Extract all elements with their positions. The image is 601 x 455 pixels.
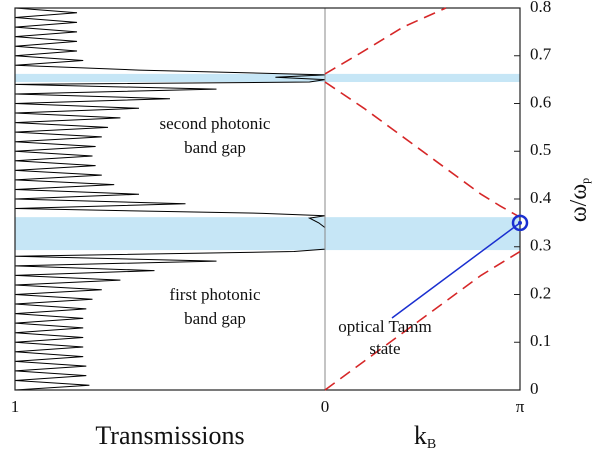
annotation: band gap [184, 138, 246, 157]
band-gap [15, 217, 520, 251]
y-tick-label: 0.8 [530, 0, 551, 16]
band-gap [15, 73, 520, 83]
y-tick-label: 0.2 [530, 283, 551, 302]
y-label-sub: p [578, 178, 592, 184]
y-tick-label: 0.5 [530, 140, 551, 159]
x-tick-label: π [516, 397, 525, 416]
band-line [324, 81, 521, 218]
annotation: second photonic [160, 114, 271, 133]
transmission-line [14, 7, 326, 391]
y-tick-label: 0.1 [530, 331, 551, 350]
annotation: optical Tamm [338, 317, 431, 336]
y-tick-label: 0.6 [530, 92, 551, 111]
y-axis-label: ω/ωp [566, 178, 592, 222]
y-tick-label: 0.4 [530, 188, 552, 207]
band-line [324, 250, 521, 391]
x-axis-label: kB [414, 421, 436, 452]
x-label-sub: B [427, 437, 436, 452]
tamm-marker [511, 214, 529, 232]
x-tick-label: 1 [11, 397, 20, 416]
annotation-pointer [391, 222, 521, 319]
x-axis-label: Transmissions [95, 421, 244, 450]
y-tick-label: 0 [530, 379, 539, 398]
y-label-main: ω/ω [566, 184, 592, 222]
annotation: state [369, 339, 400, 358]
frame [14, 7, 521, 391]
y-tick-label: 0.3 [530, 236, 551, 255]
band-line [324, 7, 447, 75]
tamm-dot [518, 220, 522, 225]
annotation: band gap [184, 309, 246, 328]
annotation: first photonic [169, 285, 261, 304]
x-label-main: k [414, 421, 427, 450]
x-tick-label: 0 [321, 397, 330, 416]
y-tick-label: 0.7 [530, 45, 552, 64]
